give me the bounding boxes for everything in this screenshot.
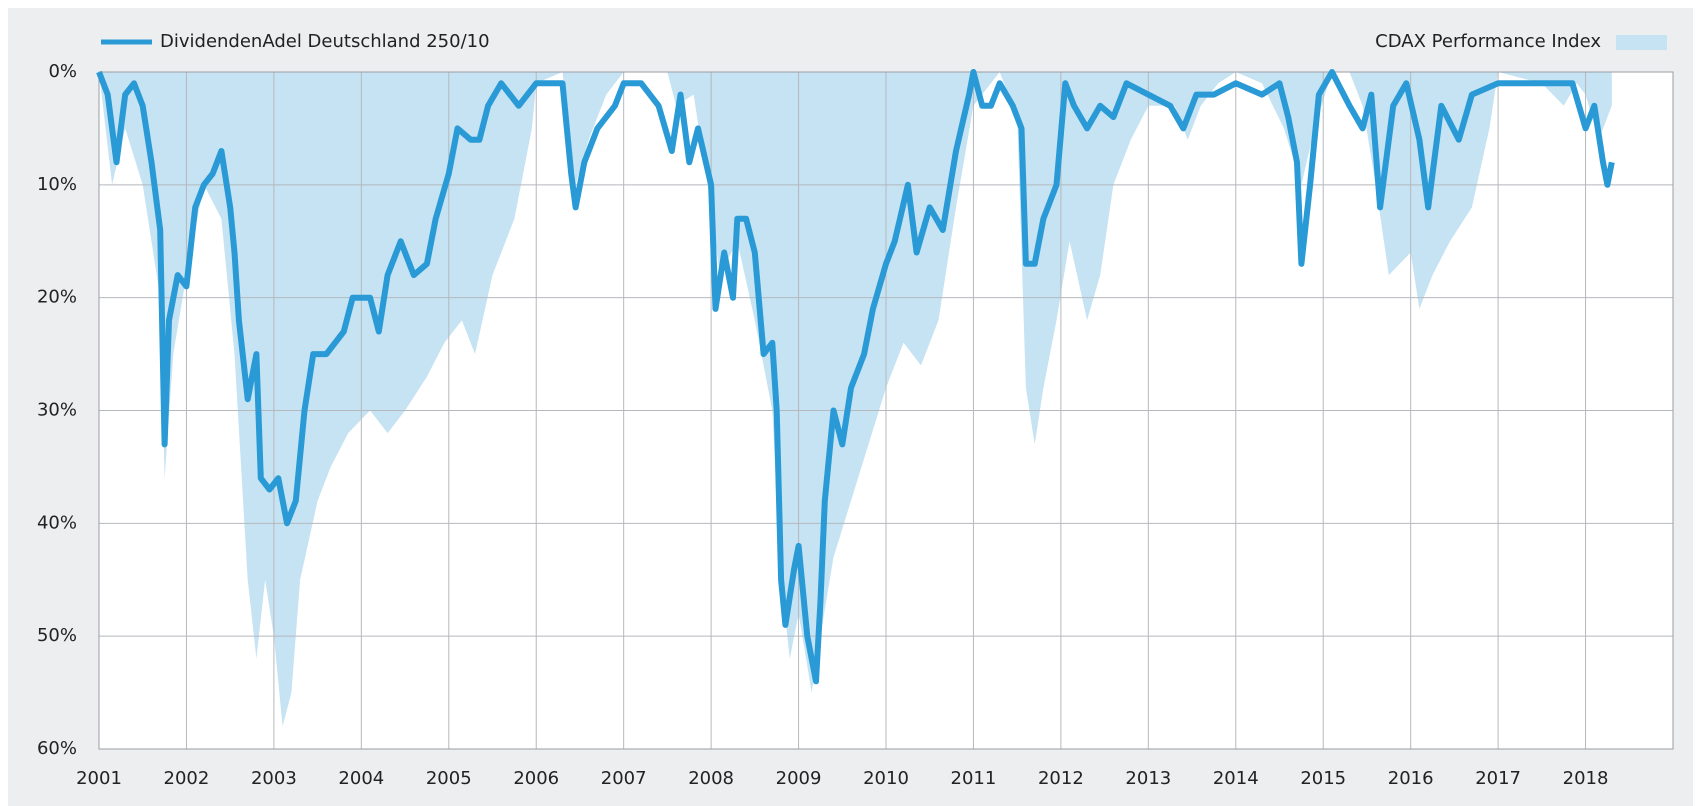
x-tick-label: 2018 <box>1563 768 1609 789</box>
x-tick-label: 2009 <box>776 768 822 789</box>
x-tick-label: 2010 <box>863 768 909 789</box>
x-tick-label: 2003 <box>251 768 297 789</box>
x-tick-label: 2004 <box>338 768 384 789</box>
x-tick-label: 2013 <box>1125 768 1171 789</box>
legend-label: CDAX Performance Index <box>1375 31 1601 52</box>
y-tick-label: 0% <box>48 61 77 82</box>
y-tick-label: 50% <box>37 625 77 646</box>
y-tick-label: 40% <box>37 512 77 533</box>
x-tick-label: 2001 <box>76 768 122 789</box>
line <box>96 69 1615 685</box>
legend-swatch <box>1616 35 1667 50</box>
x-tick-label: 2017 <box>1475 768 1521 789</box>
x-tick-label: 2002 <box>164 768 210 789</box>
x-tick-label: 2014 <box>1213 768 1259 789</box>
y-tick-label: 30% <box>37 400 77 421</box>
x-tick-label: 2015 <box>1300 768 1346 789</box>
x-tick-label: 2011 <box>951 768 997 789</box>
x-tick-label: 2007 <box>601 768 647 789</box>
x-tick-label: 2005 <box>426 768 472 789</box>
plot-frame <box>98 71 1674 750</box>
x-tick-label: 2008 <box>688 768 734 789</box>
area <box>99 72 1612 727</box>
y-tick-label: 60% <box>37 738 77 759</box>
y-tick-label: 20% <box>37 287 77 308</box>
x-tick-label: 2016 <box>1388 768 1434 789</box>
legend-label: DividendenAdel Deutschland 250/10 <box>160 31 490 52</box>
y-tick-label: 10% <box>37 174 77 195</box>
x-tick-label: 2006 <box>513 768 559 789</box>
x-tick-label: 2012 <box>1038 768 1084 789</box>
